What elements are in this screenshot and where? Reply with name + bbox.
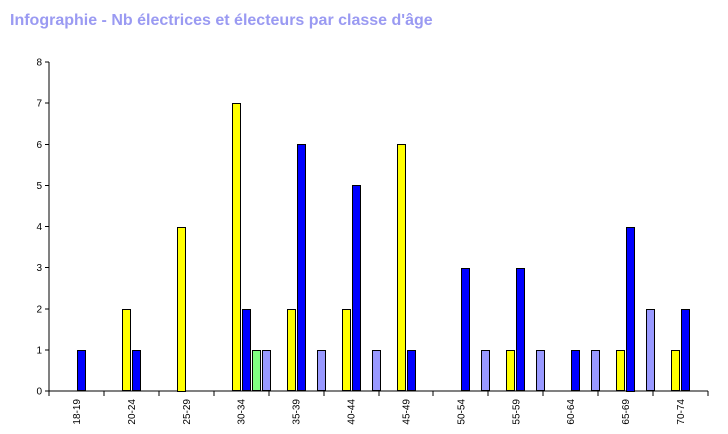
bar xyxy=(461,268,470,391)
x-tick-label: 20-24 xyxy=(127,399,138,425)
y-tick-label: 4 xyxy=(36,222,42,233)
bar xyxy=(481,350,490,391)
y-tick-label: 2 xyxy=(36,304,42,315)
bar xyxy=(571,350,580,391)
x-tick-label: 35-39 xyxy=(292,399,303,425)
y-tick-label: 3 xyxy=(36,263,42,274)
bar xyxy=(536,350,545,391)
y-tick-label: 1 xyxy=(36,345,42,356)
x-tick-label: 40-44 xyxy=(347,399,358,425)
x-tick-label: 45-49 xyxy=(401,399,412,425)
y-tick-label: 7 xyxy=(36,99,42,110)
bar xyxy=(252,350,261,391)
x-tick-label: 25-29 xyxy=(182,399,193,425)
x-tick-label: 50-54 xyxy=(456,399,467,425)
bar xyxy=(132,350,141,391)
bar xyxy=(372,350,381,391)
bar xyxy=(407,350,416,391)
bar xyxy=(626,227,635,392)
bar xyxy=(646,309,655,391)
y-axis: 0 1 2 3 4 5 6 7 8 xyxy=(36,58,50,398)
bar xyxy=(232,103,241,391)
bar xyxy=(317,350,326,391)
y-tick-label: 5 xyxy=(36,181,42,192)
x-tick-label: 55-59 xyxy=(511,399,522,425)
bar xyxy=(122,309,131,391)
chart-title: Infographie - Nb électrices et électeurs… xyxy=(10,12,433,29)
bar xyxy=(516,268,525,391)
bar xyxy=(616,350,625,391)
bar xyxy=(297,144,306,391)
bar xyxy=(342,309,351,391)
bar xyxy=(242,309,251,391)
y-tick-label: 8 xyxy=(36,58,42,69)
x-tick-label: 60-64 xyxy=(566,399,577,425)
x-tick-label: 30-34 xyxy=(237,399,248,425)
bar xyxy=(262,350,271,391)
bar xyxy=(177,227,186,392)
x-tick-label: 70-74 xyxy=(676,399,687,425)
y-tick-label: 6 xyxy=(36,140,42,151)
bars xyxy=(77,103,690,392)
x-tick-label: 18-19 xyxy=(72,399,83,425)
x-axis: 18-19 20-24 25-29 30-34 35-39 40-44 45-49 50-54… xyxy=(48,390,709,425)
bar xyxy=(671,350,680,391)
bar xyxy=(352,185,361,391)
bar xyxy=(681,309,690,391)
bar xyxy=(397,144,406,391)
bar xyxy=(77,350,86,391)
x-tick-label: 65-69 xyxy=(621,399,632,425)
bar xyxy=(287,309,296,391)
y-tick-label: 0 xyxy=(36,387,42,398)
bar xyxy=(591,350,600,391)
bar xyxy=(506,350,515,391)
